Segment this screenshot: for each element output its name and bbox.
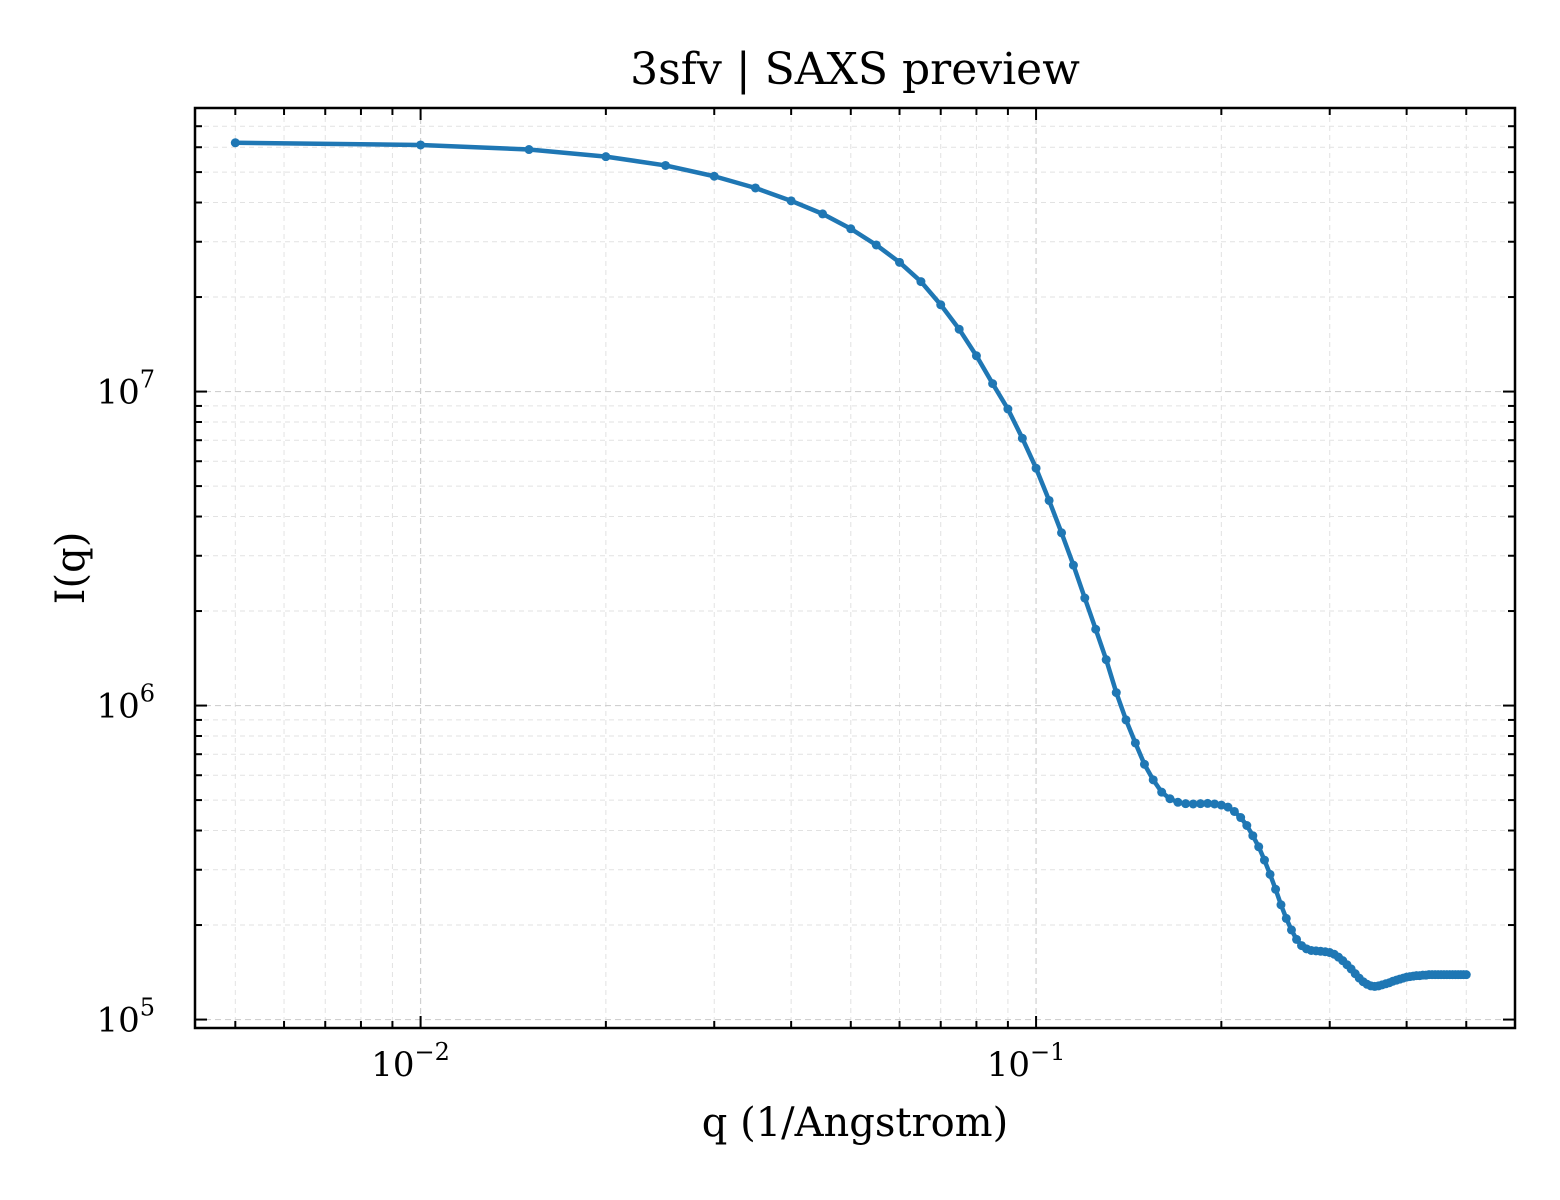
data-point xyxy=(895,257,905,267)
x-axis-label: q (1/Angstrom) xyxy=(702,1100,1008,1146)
x-tick-label: 10−2 xyxy=(371,1038,450,1085)
data-point xyxy=(1139,759,1149,769)
data-point xyxy=(1057,528,1067,538)
data-point xyxy=(1276,900,1286,910)
series-layer xyxy=(230,138,1471,991)
data-point xyxy=(1003,404,1013,414)
data-point xyxy=(971,351,981,361)
data-point xyxy=(1157,787,1167,797)
data-point xyxy=(661,160,671,170)
data-point xyxy=(601,152,611,162)
data-point xyxy=(786,196,796,206)
data-point xyxy=(871,240,881,250)
data-point xyxy=(954,324,964,334)
data-point xyxy=(1121,715,1131,725)
y-tick-label: 105 xyxy=(96,994,155,1041)
data-point xyxy=(1031,463,1041,473)
data-point xyxy=(1461,970,1471,980)
data-point xyxy=(916,277,926,287)
data-point xyxy=(1101,655,1111,665)
data-point xyxy=(1236,813,1246,823)
data-point xyxy=(1242,821,1252,830)
data-point xyxy=(1265,869,1275,879)
data-point xyxy=(1210,799,1220,809)
axis-ticks xyxy=(195,107,1515,1028)
data-point xyxy=(1259,855,1269,865)
data-point xyxy=(1044,495,1054,505)
data-point xyxy=(1229,806,1239,816)
data-point xyxy=(1111,688,1121,698)
data-point xyxy=(709,171,719,181)
chart-title: 3sfv | SAXS preview xyxy=(630,44,1080,95)
data-point xyxy=(1181,799,1191,809)
data-point xyxy=(1254,842,1264,852)
tick-labels: 10−2 10−1 105 106 107 xyxy=(96,366,1065,1085)
y-tick-label: 107 xyxy=(96,366,155,413)
data-point xyxy=(750,183,760,193)
data-point xyxy=(1130,738,1140,748)
y-tick-label: 106 xyxy=(96,680,155,727)
data-point xyxy=(1281,913,1291,923)
data-point xyxy=(230,138,240,148)
x-tick-label: 10−1 xyxy=(987,1038,1066,1085)
data-point xyxy=(1173,797,1183,807)
data-point xyxy=(1148,775,1158,785)
data-point xyxy=(1223,802,1233,812)
data-point xyxy=(1091,624,1101,634)
data-point xyxy=(1188,799,1198,809)
data-point xyxy=(936,300,946,310)
y-axis-label: I(q) xyxy=(48,532,94,605)
data-point xyxy=(1196,799,1205,809)
data-point xyxy=(988,379,998,389)
data-point xyxy=(1271,884,1281,894)
data-point xyxy=(1203,798,1213,808)
data-point xyxy=(1080,593,1090,603)
data-point xyxy=(1017,433,1027,443)
data-point xyxy=(1248,831,1258,841)
data-point xyxy=(1165,794,1175,804)
plot-frame xyxy=(193,106,1517,1030)
data-point xyxy=(846,224,856,234)
data-point xyxy=(1292,934,1302,944)
data-point xyxy=(524,145,534,155)
data-point xyxy=(818,209,828,219)
data-point xyxy=(416,140,426,150)
data-point xyxy=(1286,925,1296,935)
data-point xyxy=(1068,560,1078,570)
